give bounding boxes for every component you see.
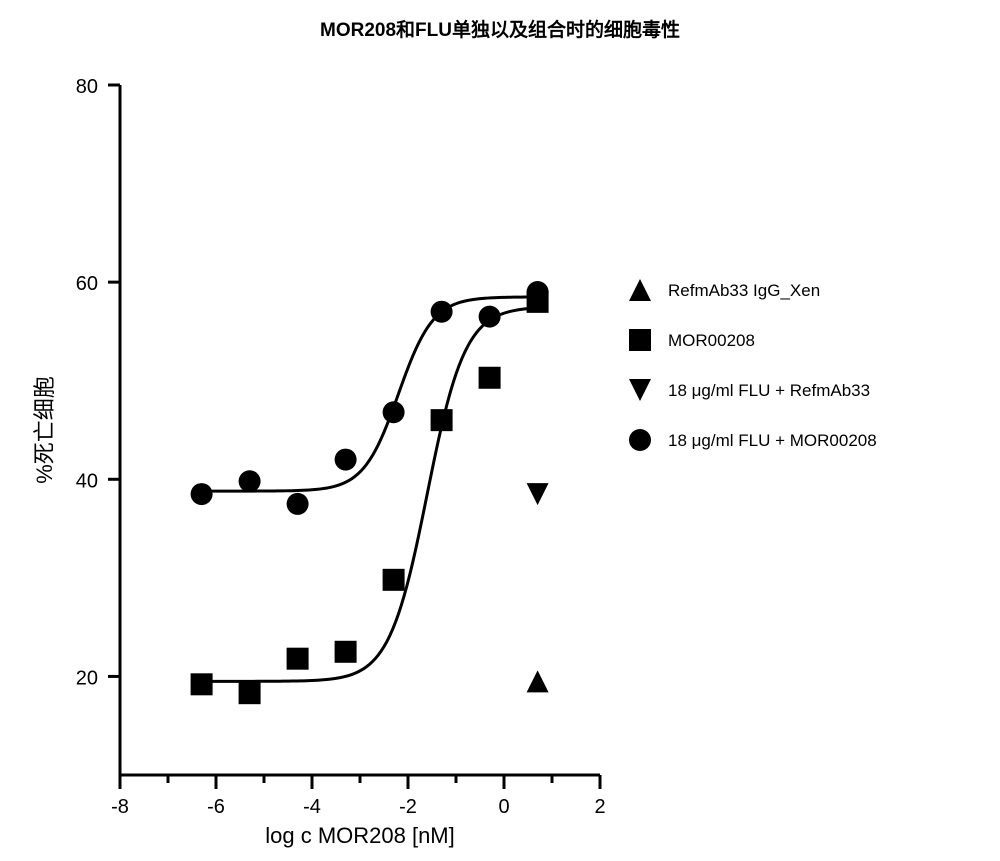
svg-text:RefmAb33 IgG_Xen: RefmAb33 IgG_Xen (668, 281, 820, 300)
svg-text:80: 80 (76, 76, 98, 98)
svg-text:18 μg/ml FLU + MOR00208: 18 μg/ml FLU + MOR00208 (668, 431, 877, 450)
svg-text:-4: -4 (303, 796, 321, 818)
svg-text:40: 40 (76, 470, 98, 492)
svg-text:2: 2 (594, 796, 605, 818)
svg-text:-8: -8 (111, 796, 129, 818)
chart-svg: 20 40 60 80 -8 -6 -4 -2 0 2 log c MOR208 [nM] %死亡细胞… (0, 0, 1000, 861)
svg-text:MOR00208: MOR00208 (668, 331, 755, 350)
svg-text:60: 60 (76, 273, 98, 295)
svg-text:0: 0 (498, 796, 509, 818)
svg-text:-2: -2 (399, 796, 417, 818)
svg-text:18 μg/ml FLU + RefmAb33: 18 μg/ml FLU + RefmAb33 (668, 381, 870, 400)
svg-text:%死亡细胞: %死亡细胞 (32, 376, 57, 484)
svg-text:20: 20 (76, 667, 98, 689)
svg-text:log c MOR208 [nM]: log c MOR208 [nM] (265, 823, 455, 848)
svg-text:-6: -6 (207, 796, 225, 818)
